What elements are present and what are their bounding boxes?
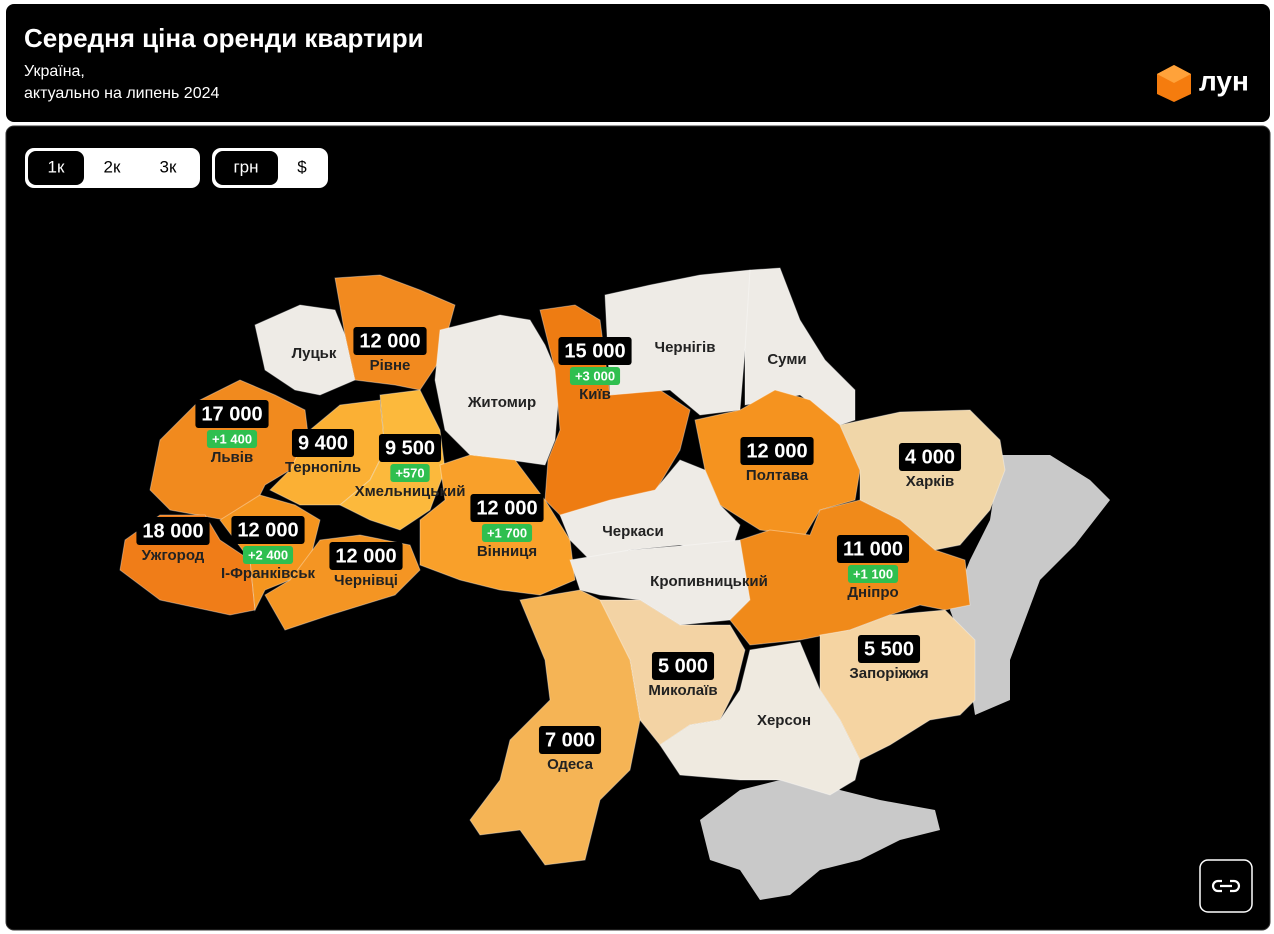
region-name: Дніпро	[847, 584, 898, 601]
toggle-option[interactable]: 3к	[160, 157, 177, 176]
toggle-option[interactable]: $	[297, 157, 307, 176]
price-label: 4 000	[905, 446, 955, 468]
subtitle: Україна,	[24, 63, 85, 80]
price-label: 15 000	[564, 340, 625, 362]
region-name: Хмельницький	[355, 483, 466, 500]
labels: Луцьк 12 000 Рівне Житомир 15 000 +3 000 Київ Ч…	[136, 327, 962, 773]
price-label-bg	[378, 434, 442, 462]
region-name: Чернівці	[334, 572, 398, 589]
toggle-option[interactable]: 2к	[104, 157, 121, 176]
map	[119, 267, 1110, 900]
price-label: 11 000	[843, 538, 903, 560]
price-label: 12 000	[359, 330, 420, 352]
region-name: Харків	[906, 473, 954, 490]
price-label: 12 000	[237, 519, 298, 541]
toggle-option[interactable]: 1к	[48, 157, 65, 176]
price-label: 17 000	[201, 403, 262, 425]
price-label-bg	[291, 429, 355, 457]
region	[839, 409, 1006, 551]
change-label-bg	[481, 524, 533, 542]
change-label: +2 400	[248, 547, 288, 562]
region-name: Київ	[579, 386, 611, 403]
change-label: +1 400	[212, 431, 252, 446]
price-label-bg	[329, 542, 403, 570]
price-label-bg	[195, 400, 269, 428]
change-label-bg	[242, 546, 294, 564]
region	[434, 314, 561, 466]
region-name: Одеса	[547, 756, 593, 773]
price-label-bg	[538, 726, 602, 754]
region-name: Херсон	[757, 712, 811, 729]
region-name: Вінниця	[477, 543, 537, 560]
region-name: Полтава	[746, 467, 809, 484]
region-name: Миколаїв	[648, 682, 717, 699]
occupied-area	[700, 765, 940, 900]
title: Середня ціна оренди квартири	[24, 23, 424, 53]
region-name: Чернігів	[655, 339, 716, 356]
change-label: +1 100	[853, 566, 893, 581]
region-name: Кропивницький	[650, 573, 768, 590]
price-label: 12 000	[746, 440, 807, 462]
price-label-bg	[857, 635, 921, 663]
change-label: +1 700	[487, 525, 527, 540]
logo[interactable]: лун	[1157, 65, 1249, 102]
toggle-active	[28, 151, 84, 185]
price-label-bg	[353, 327, 427, 355]
price-label-bg	[898, 443, 962, 471]
change-label-bg	[847, 565, 899, 583]
price-label-bg	[231, 516, 305, 544]
region-name: Тернопіль	[285, 459, 361, 476]
price-label-bg	[651, 652, 715, 680]
region-name: Черкаси	[602, 523, 663, 540]
price-label: 9 400	[298, 432, 348, 454]
price-label-bg	[136, 517, 210, 545]
link-button[interactable]	[1199, 859, 1253, 913]
region-name: Луцьк	[292, 345, 337, 362]
region-name: І-Франківськ	[221, 565, 316, 582]
price-label: 18 000	[142, 520, 203, 542]
price-label-bg	[836, 535, 910, 563]
region-name: Запоріжжя	[849, 665, 928, 682]
price-label-bg	[470, 494, 544, 522]
change-label-bg	[390, 464, 430, 482]
change-label-bg	[206, 430, 258, 448]
price-label: 12 000	[335, 545, 396, 567]
region-name: Ужгород	[142, 547, 205, 564]
price-label: 5 500	[864, 638, 914, 660]
occupied-area	[950, 455, 1110, 715]
price-label: 7 000	[545, 729, 595, 751]
logo-icon	[1157, 65, 1191, 83]
region-name: Рівне	[370, 357, 411, 374]
subtitle: актуально на липень 2024	[24, 85, 219, 102]
region	[659, 641, 861, 796]
price-label: 5 000	[658, 655, 708, 677]
price-label-bg	[558, 337, 632, 365]
change-label: +570	[395, 465, 424, 480]
toggle-active	[215, 151, 278, 185]
toggle-option[interactable]: грн	[233, 157, 258, 176]
price-label: 12 000	[476, 497, 537, 519]
logo-text: лун	[1199, 65, 1249, 96]
change-label-bg	[569, 367, 621, 385]
region-name: Львів	[211, 449, 253, 466]
change-label: +3 000	[575, 368, 615, 383]
region-name: Суми	[767, 351, 806, 368]
header	[6, 4, 1270, 122]
region	[744, 267, 856, 426]
region-name: Житомир	[467, 394, 536, 411]
price-label: 9 500	[385, 437, 435, 459]
link-icon	[1211, 879, 1241, 893]
price-label-bg	[740, 437, 814, 465]
